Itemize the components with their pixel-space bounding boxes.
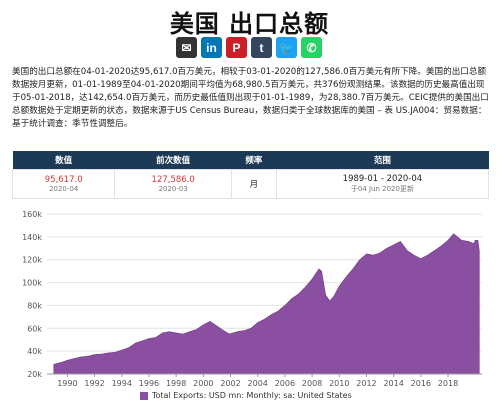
current-date: 2020-04 (49, 185, 79, 193)
chart-legend: Total Exports: USD mn: Monthly: sa: Unit… (140, 391, 352, 400)
page-title: 美国 出口总额 (169, 10, 330, 38)
x-tick-label: 2008 (302, 379, 322, 388)
x-tick-label: 1994 (112, 379, 132, 388)
y-tick-label: 40k (27, 347, 42, 356)
cell-prev-value: 127,586.0 2020-03 (114, 169, 232, 199)
previous-value: 127,586.0 (151, 175, 195, 185)
cell-frequency: 月 (231, 169, 277, 199)
x-tick-label: 1992 (84, 379, 104, 388)
y-tick-label: 120k (22, 256, 42, 265)
tumblr-icon[interactable]: t (251, 37, 272, 58)
x-tick-label: 1990 (57, 379, 77, 388)
whatsapp-icon[interactable]: ✆ (301, 37, 322, 58)
twitter-icon[interactable]: 🐦 (276, 37, 297, 58)
x-tick-label: 2002 (220, 379, 240, 388)
header-value: 数值 (12, 151, 115, 170)
cell-range: 1989-01 - 2020-04 于04 Jun 2020更新 (275, 169, 490, 199)
cell-value: 95,617.0 2020-04 (11, 169, 116, 199)
current-value: 95,617.0 (44, 175, 83, 185)
range-note: 于04 Jun 2020更新 (350, 185, 414, 193)
header-range: 范围 (276, 151, 489, 170)
x-tick-label: 2012 (356, 379, 376, 388)
header-prev-value: 前次数值 (114, 151, 232, 170)
x-tick-label: 2004 (248, 379, 268, 388)
summary-table: 数值 前次数值 频率 范围 95,617.0 2020-04 127,586.0… (11, 151, 490, 199)
y-tick-label: 80k (27, 301, 42, 310)
x-tick-label: 1998 (166, 379, 186, 388)
x-tick-label: 2016 (411, 379, 431, 388)
pinterest-icon[interactable]: P (226, 37, 247, 58)
legend-swatch (140, 391, 148, 400)
linkedin-icon[interactable]: in (201, 37, 222, 58)
table-row: 95,617.0 2020-04 127,586.0 2020-03 月 198… (11, 169, 490, 199)
x-tick-label: 2014 (383, 379, 403, 388)
x-tick-label: 1996 (139, 379, 159, 388)
exports-area-chart: 20k 40k 60k 80k 100k 120k 140k 160k 1990 1992 1994… (22, 210, 482, 388)
range-value: 1989-01 - 2020-04 (342, 174, 423, 184)
x-tick-label: 2006 (275, 379, 295, 388)
email-icon[interactable]: ✉ (176, 37, 197, 58)
y-tick-label: 100k (22, 279, 42, 288)
previous-date: 2020-03 (158, 185, 188, 193)
y-tick-label: 140k (22, 233, 42, 242)
x-tick-label: 2010 (329, 379, 349, 388)
y-tick-label: 60k (27, 324, 42, 333)
description-text: 美国的出口总额在04-01-2020达95,617.0百万美元，相较于03-01… (12, 67, 489, 129)
table-header-row: 数值 前次数值 频率 范围 (12, 151, 489, 170)
y-tick-label: 20k (27, 370, 42, 379)
x-tick-label: 2000 (193, 379, 213, 388)
y-tick-label: 160k (22, 210, 42, 219)
x-tick-label: 2018 (438, 379, 458, 388)
header-frequency: 频率 (231, 151, 277, 170)
legend-label: Total Exports: USD mn: Monthly: sa: Unit… (152, 391, 352, 400)
series-area (53, 233, 480, 375)
